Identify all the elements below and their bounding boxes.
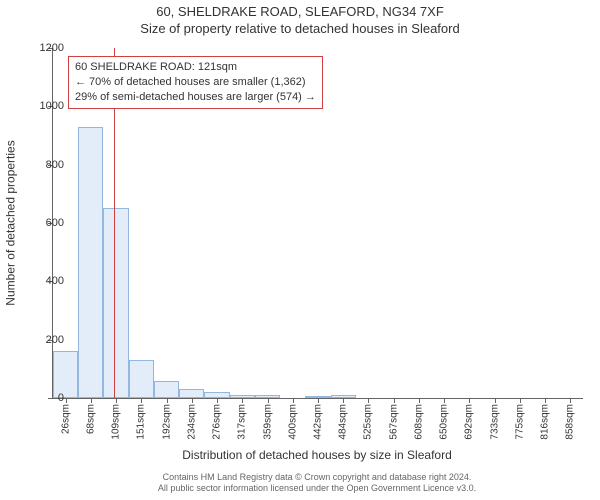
xtick-label: 68sqm: [85, 404, 96, 434]
xtick-label: 234sqm: [186, 404, 197, 440]
xtick-mark: [343, 398, 344, 403]
xtick-label: 109sqm: [111, 404, 122, 440]
xtick-mark: [444, 398, 445, 403]
xtick-label: 317sqm: [237, 404, 248, 440]
titles-block: 60, SHELDRAKE ROAD, SLEAFORD, NG34 7XF S…: [0, 0, 600, 38]
xtick-label: 650sqm: [439, 404, 450, 440]
xtick-label: 26sqm: [60, 404, 71, 434]
xtick-mark: [141, 398, 142, 403]
xtick-label: 567sqm: [388, 404, 399, 440]
xtick-mark: [368, 398, 369, 403]
histogram-bar: [179, 389, 204, 398]
xtick-label: 858sqm: [565, 404, 576, 440]
x-axis-title-text: Distribution of detached houses by size …: [182, 448, 452, 462]
xtick-mark: [242, 398, 243, 403]
xtick-label: 692sqm: [464, 404, 475, 440]
plot-wrap: 26sqm68sqm109sqm151sqm192sqm234sqm276sqm…: [52, 48, 582, 398]
xtick-label: 151sqm: [136, 404, 147, 440]
xtick-mark: [419, 398, 420, 403]
y-axis-title: Number of detached properties: [4, 48, 18, 398]
annotation-box: 60 SHELDRAKE ROAD: 121sqm← 70% of detach…: [68, 56, 323, 109]
xtick-label: 442sqm: [313, 404, 324, 440]
xtick-label: 608sqm: [413, 404, 424, 440]
page-root: 60, SHELDRAKE ROAD, SLEAFORD, NG34 7XF S…: [0, 0, 600, 500]
footer: Contains HM Land Registry data © Crown c…: [52, 472, 582, 495]
xtick-mark: [545, 398, 546, 403]
xtick-label: 276sqm: [212, 404, 223, 440]
annotation-line: ← 70% of detached houses are smaller (1,…: [75, 75, 316, 90]
ytick-label: 800: [24, 159, 64, 171]
ytick-label: 400: [24, 275, 64, 287]
histogram-bar: [129, 360, 154, 398]
xtick-label: 816sqm: [540, 404, 551, 440]
ytick-label: 1200: [24, 42, 64, 54]
xtick-mark: [495, 398, 496, 403]
histogram-bar: [78, 127, 103, 398]
x-axis-title: Distribution of detached houses by size …: [52, 448, 582, 462]
page-title: 60, SHELDRAKE ROAD, SLEAFORD, NG34 7XF: [0, 4, 600, 21]
xtick-mark: [570, 398, 571, 403]
xtick-label: 525sqm: [363, 404, 374, 440]
xtick-label: 484sqm: [338, 404, 349, 440]
xtick-label: 775sqm: [514, 404, 525, 440]
xtick-mark: [217, 398, 218, 403]
ytick-label: 0: [24, 392, 64, 404]
ytick-label: 600: [24, 217, 64, 229]
histogram-bar: [103, 208, 128, 398]
histogram-bar: [53, 351, 78, 398]
y-axis-title-text: Number of detached properties: [4, 140, 18, 305]
xtick-mark: [318, 398, 319, 403]
xtick-mark: [394, 398, 395, 403]
xtick-mark: [167, 398, 168, 403]
xtick-mark: [293, 398, 294, 403]
xtick-mark: [268, 398, 269, 403]
page-subtitle: Size of property relative to detached ho…: [0, 21, 600, 38]
xtick-mark: [91, 398, 92, 403]
histogram-bar: [154, 381, 179, 399]
ytick-label: 1000: [24, 100, 64, 112]
xtick-mark: [192, 398, 193, 403]
xtick-label: 400sqm: [287, 404, 298, 440]
ytick-label: 200: [24, 334, 64, 346]
xtick-label: 733sqm: [489, 404, 500, 440]
plot-area: 26sqm68sqm109sqm151sqm192sqm234sqm276sqm…: [52, 48, 583, 399]
footer-line-2: All public sector information licensed u…: [52, 483, 582, 494]
xtick-mark: [66, 398, 67, 403]
xtick-mark: [469, 398, 470, 403]
annotation-line: 60 SHELDRAKE ROAD: 121sqm: [75, 60, 316, 75]
xtick-label: 359sqm: [262, 404, 273, 440]
xtick-mark: [116, 398, 117, 403]
xtick-label: 192sqm: [161, 404, 172, 440]
footer-line-1: Contains HM Land Registry data © Crown c…: [52, 472, 582, 483]
annotation-line: 29% of semi-detached houses are larger (…: [75, 90, 316, 105]
xtick-mark: [520, 398, 521, 403]
